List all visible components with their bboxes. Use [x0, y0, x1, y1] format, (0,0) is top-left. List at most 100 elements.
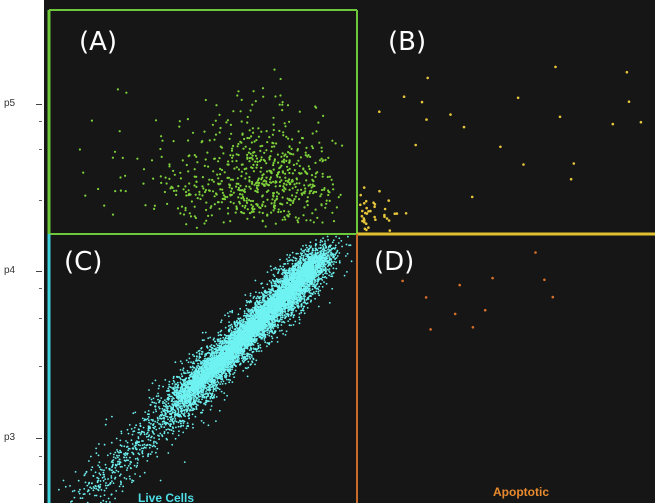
event-point: [111, 415, 113, 418]
event-point: [84, 481, 87, 484]
event-point: [320, 277, 323, 280]
event-point: [335, 257, 338, 259]
event-point: [112, 461, 114, 464]
event-point: [287, 315, 290, 318]
event-point: [168, 405, 171, 407]
event-point: [275, 325, 277, 328]
event-point: [230, 323, 233, 326]
event-point: [134, 473, 136, 475]
event-point: [326, 268, 329, 271]
event-point: [99, 483, 102, 486]
y-minor-tick: [39, 456, 42, 457]
event-point: [173, 411, 176, 414]
event-point: [201, 339, 204, 342]
event-point: [255, 340, 258, 342]
event-point: [177, 421, 180, 424]
y-minor-tick: [39, 366, 42, 367]
event-point: [281, 314, 284, 317]
event-point: [330, 254, 333, 257]
event-point: [212, 390, 215, 393]
event-point: [177, 434, 180, 437]
y-minor-tick: [39, 121, 42, 122]
event-point: [174, 418, 177, 420]
event-point: [114, 457, 117, 459]
event-point: [171, 411, 174, 413]
y-minor-tick: [39, 318, 42, 319]
event-point: [211, 396, 214, 399]
event-point: [126, 467, 129, 469]
event-point: [239, 307, 242, 310]
event-point: [266, 331, 269, 334]
event-point: [281, 312, 284, 315]
event-point: [335, 252, 337, 255]
event-point: [284, 334, 287, 336]
event-point: [81, 497, 84, 499]
event-point: [330, 273, 333, 275]
event-point: [137, 452, 140, 455]
event-point: [266, 345, 268, 348]
event-point: [291, 251, 294, 254]
event-point: [263, 339, 266, 341]
event-point: [325, 277, 328, 279]
event-point: [95, 452, 98, 455]
event-point: [109, 452, 112, 455]
event-point: [179, 360, 182, 363]
event-point: [325, 249, 327, 252]
event-point: [90, 469, 93, 471]
event-point: [292, 324, 295, 326]
event-point: [176, 381, 179, 384]
y-minor-tick: [39, 288, 42, 289]
event-point: [209, 336, 212, 339]
event-point: [171, 443, 174, 446]
event-point: [149, 439, 152, 442]
event-point: [239, 317, 242, 319]
event-point: [298, 322, 301, 325]
event-point: [190, 406, 193, 409]
event-point: [111, 466, 113, 468]
event-point: [116, 456, 119, 459]
event-point: [265, 295, 268, 297]
event-point: [187, 361, 190, 364]
event-point: [318, 285, 321, 288]
event-point: [123, 464, 126, 467]
event-point: [97, 484, 100, 487]
event-point: [310, 245, 312, 248]
event-point: [82, 493, 85, 495]
event-point: [197, 400, 199, 403]
event-point: [153, 401, 156, 404]
event-point: [133, 445, 136, 447]
event-point: [151, 445, 154, 448]
event-point: [266, 271, 269, 273]
event-point: [302, 295, 305, 297]
event-point: [251, 360, 253, 363]
event-point: [285, 269, 288, 272]
event-point: [276, 318, 279, 320]
event-point: [255, 297, 258, 300]
event-point: [181, 362, 184, 365]
event-point: [139, 444, 141, 447]
event-point: [237, 313, 240, 316]
event-point: [104, 484, 107, 487]
event-point: [222, 336, 225, 339]
event-point: [331, 241, 334, 244]
event-point: [116, 450, 119, 453]
event-point: [131, 443, 134, 445]
event-point: [125, 478, 128, 480]
y-axis: p5 p4 p3: [0, 0, 44, 503]
event-point: [146, 460, 149, 462]
event-point: [150, 398, 153, 401]
event-point: [129, 460, 132, 463]
event-point: [201, 398, 203, 401]
event-point: [348, 244, 350, 247]
event-point: [182, 367, 185, 370]
event-point: [268, 334, 271, 337]
event-point: [155, 410, 158, 413]
event-point: [191, 423, 194, 426]
event-point: [232, 373, 235, 375]
event-point: [233, 376, 236, 379]
event-point: [114, 463, 117, 466]
event-point: [347, 235, 349, 238]
event-point: [254, 279, 257, 282]
event-point: [298, 316, 301, 319]
flow-cytometry-plot: (A) (B) (C) (D) Live Cells Apoptotic: [44, 0, 655, 503]
